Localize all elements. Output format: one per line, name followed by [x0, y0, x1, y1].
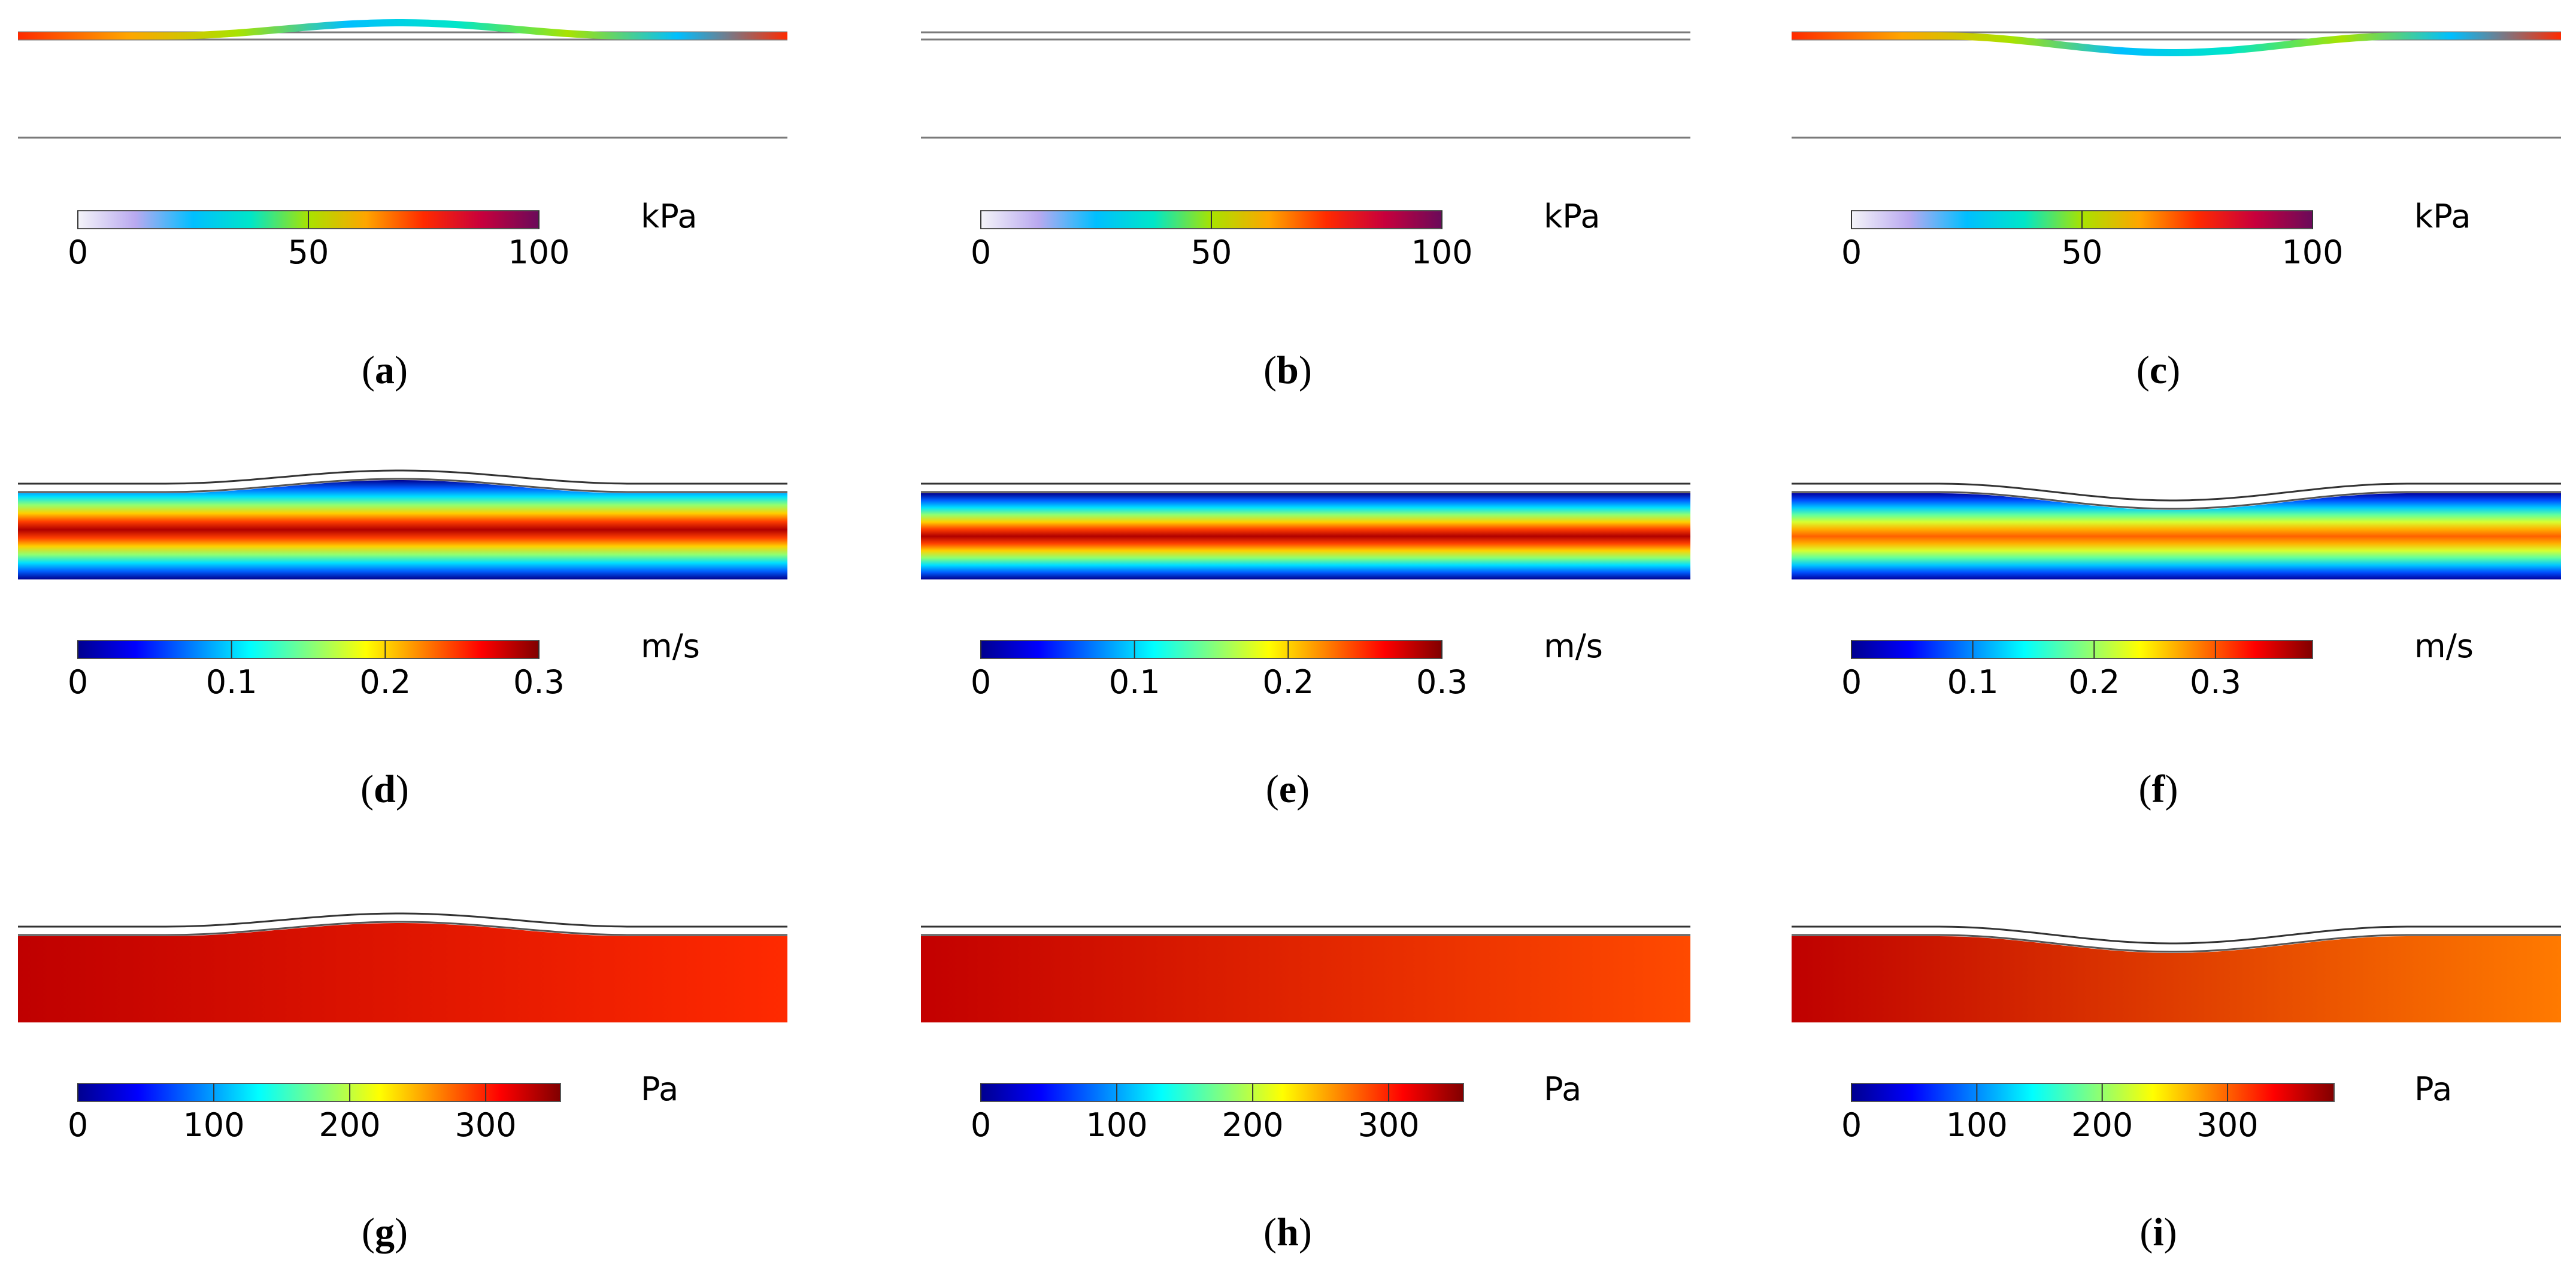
colorbar-tick-label: 0.2 [359, 663, 411, 701]
pressure-field [1792, 936, 2561, 1022]
colorbar-tick-label: 0.3 [513, 663, 565, 701]
colorbar-tick-label: 100 [183, 1106, 245, 1144]
velocity-field [18, 480, 787, 579]
colorbar-tick-label: 0 [971, 233, 991, 271]
velocity-field [1792, 493, 2561, 579]
panel-h: 0 100 200 300 Pa (h) [921, 925, 1690, 1254]
panel-caption: (a) [362, 348, 408, 392]
colorbar-unit: Pa [1544, 1070, 1581, 1108]
panel-caption: (g) [362, 1210, 408, 1254]
colorbar-tick-label: 300 [455, 1106, 517, 1144]
colorbar [77, 1083, 561, 1102]
stressed-wall [18, 19, 787, 40]
colorbar-unit: kPa [1544, 198, 1601, 235]
wall-outer-line [18, 912, 787, 928]
colorbar-tick-label: 0 [68, 233, 88, 271]
colorbar-tick-label: 300 [2197, 1106, 2259, 1144]
panel-caption: (i) [2139, 1210, 2177, 1254]
colorbar-tick-label: 100 [1411, 233, 1472, 271]
panel-caption: (h) [1263, 1210, 1312, 1254]
colorbar-tick-label: 0.2 [2068, 663, 2120, 701]
colorbar-unit: m/s [641, 627, 700, 665]
colorbar-tick-label: 0 [1841, 233, 1862, 271]
colorbar-unit: m/s [1544, 627, 1603, 665]
panel-caption: (e) [1266, 767, 1310, 811]
colorbar-tick-label: 50 [288, 233, 329, 271]
colorbar [980, 640, 1442, 659]
colorbar-tick-label: 50 [2062, 233, 2103, 271]
panel-b: 0 50 100 kPa (b) [921, 31, 1690, 392]
wall-outer-line [1792, 482, 2561, 502]
colorbar-tick-label: 0 [68, 1106, 88, 1144]
wall-inner-line [1792, 934, 2561, 953]
colorbar-tick-label: 100 [2281, 233, 2343, 271]
colorbar-tick-label: 50 [1191, 233, 1232, 271]
colorbar [980, 1083, 1464, 1102]
panel-e: 0 0.1 0.2 0.3 m/s (e) [921, 482, 1690, 811]
colorbar-unit: Pa [2414, 1070, 2452, 1108]
panel-i: 0 100 200 300 Pa (i) [1792, 925, 2561, 1254]
wall-inner-line [18, 921, 787, 936]
wall-outer-line [1792, 925, 2561, 945]
colorbar [1851, 640, 2313, 659]
colorbar-tick-label: 0.2 [1262, 663, 1314, 701]
panel-f: 0 0.1 0.2 0.3 m/s (f) [1792, 482, 2561, 811]
colorbar-tick-label: 200 [2071, 1106, 2133, 1144]
colorbar-tick-label: 0.1 [206, 663, 257, 701]
panel-a: 0 50 100 kPa (a) [18, 19, 787, 392]
colorbar [1851, 1083, 2335, 1102]
colorbar-tick-label: 100 [1946, 1106, 2008, 1144]
panel-caption: (d) [360, 767, 409, 811]
velocity-field [921, 493, 1690, 579]
colorbar-tick-label: 100 [1086, 1106, 1148, 1144]
colorbar-tick-label: 200 [1222, 1106, 1284, 1144]
colorbar-tick-label: 100 [508, 233, 569, 271]
colorbar-tick-label: 0.1 [1947, 663, 1999, 701]
stressed-wall [1792, 32, 2561, 56]
colorbar-tick-label: 0.3 [2190, 663, 2241, 701]
colorbar-tick-label: 0.1 [1109, 663, 1160, 701]
panel-d: 0 0.1 0.2 0.3 m/s (d) [18, 469, 787, 811]
colorbar-tick-label: 0 [971, 1106, 991, 1144]
colorbar-tick-label: 300 [1358, 1106, 1420, 1144]
colorbar-unit: kPa [641, 198, 698, 235]
colorbar-tick-label: 0.3 [1416, 663, 1468, 701]
colorbar-unit: m/s [2414, 627, 2474, 665]
colorbar-unit: Pa [641, 1070, 678, 1108]
colorbar-tick-label: 0 [1841, 1106, 1862, 1144]
wall-inner-line [1792, 491, 2561, 510]
pressure-field [18, 923, 787, 1022]
colorbar-tick-label: 0 [971, 663, 991, 701]
panel-g: 0 100 200 300 Pa (g) [18, 912, 787, 1254]
colorbar-tick-label: 200 [319, 1106, 381, 1144]
colorbar-unit: kPa [2414, 198, 2471, 235]
colorbar-tick-label: 0 [1841, 663, 1862, 701]
panel-caption: (f) [2139, 767, 2178, 811]
wall-outer-line [18, 469, 787, 485]
panel-c: 0 50 100 kPa (c) [1792, 31, 2561, 392]
colorbar-tick-label: 0 [68, 663, 88, 701]
colorbar [77, 640, 540, 659]
panel-caption: (b) [1263, 348, 1312, 392]
pressure-field [921, 936, 1690, 1022]
panel-caption: (c) [2136, 348, 2180, 392]
wall-inner-line [18, 478, 787, 493]
